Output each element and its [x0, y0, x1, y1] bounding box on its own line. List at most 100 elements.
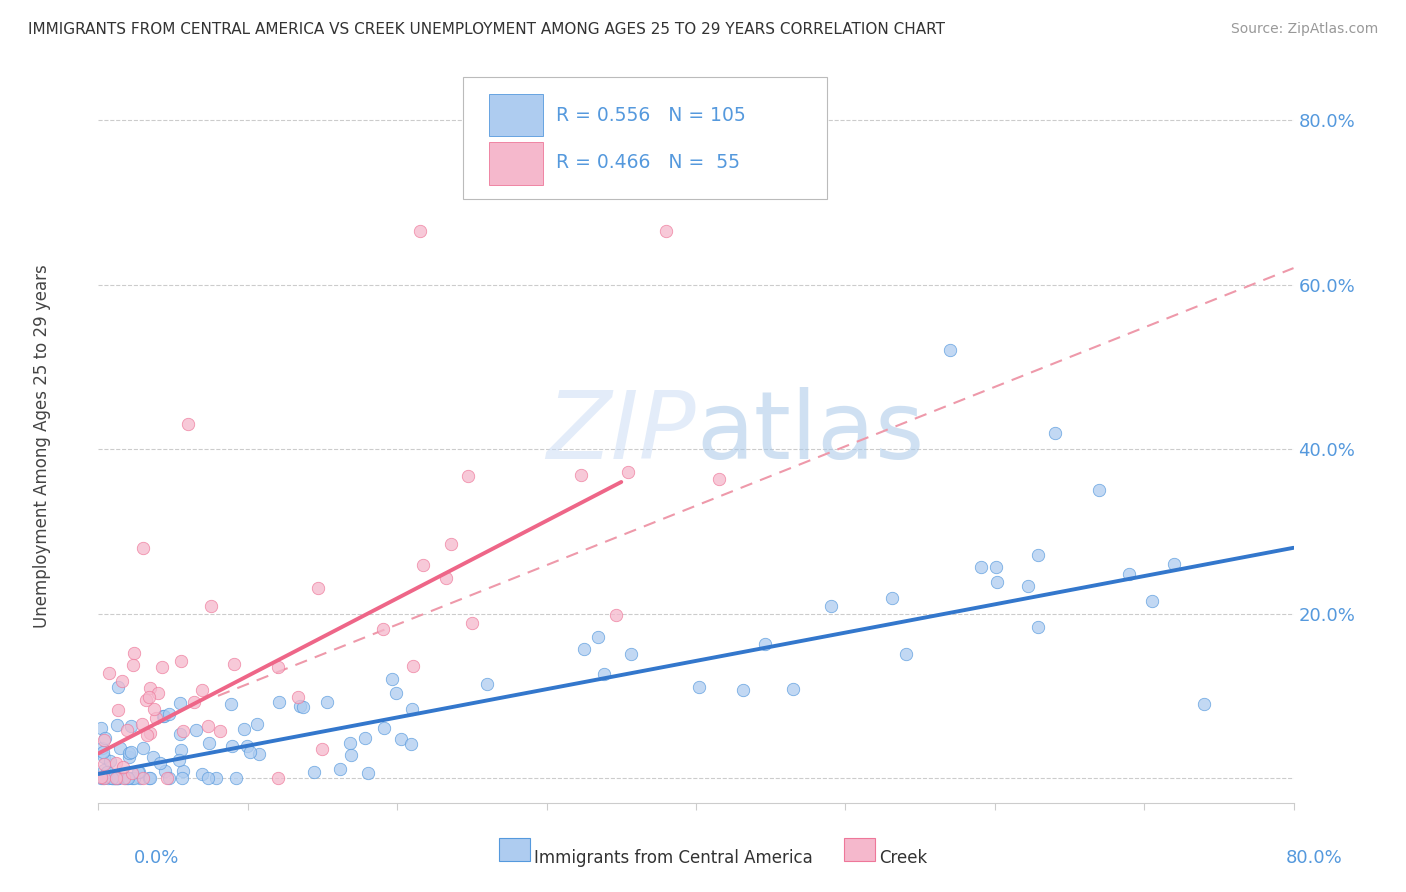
FancyBboxPatch shape: [463, 78, 827, 200]
Point: [239, 746, 262, 760]
Point: [132, 541, 155, 555]
Point: [190, 766, 212, 780]
Point: [329, 762, 352, 776]
Point: [569, 467, 592, 482]
Point: [986, 574, 1008, 589]
Point: [1142, 594, 1164, 608]
Point: [434, 571, 457, 585]
Point: [122, 658, 145, 673]
Point: [118, 750, 141, 764]
Point: [200, 599, 222, 614]
Point: [754, 638, 776, 652]
Point: [98, 665, 121, 680]
Point: [339, 736, 361, 750]
Text: Source: ZipAtlas.com: Source: ZipAtlas.com: [1230, 22, 1378, 37]
Point: [170, 654, 193, 668]
Point: [93, 771, 115, 785]
Point: [120, 745, 142, 759]
Point: [114, 771, 136, 785]
Point: [112, 771, 135, 785]
Point: [93, 749, 115, 764]
Point: [235, 739, 257, 753]
Point: [384, 686, 406, 700]
Point: [172, 723, 194, 738]
Point: [91, 745, 114, 759]
Point: [1163, 558, 1185, 572]
Point: [97, 771, 120, 785]
Point: [287, 690, 309, 704]
Text: R = 0.466   N =  55: R = 0.466 N = 55: [557, 153, 740, 172]
Point: [129, 771, 152, 785]
Point: [105, 718, 128, 732]
Point: [457, 468, 479, 483]
Point: [820, 599, 842, 613]
Text: Immigrants from Central America: Immigrants from Central America: [534, 849, 813, 867]
Point: [267, 659, 290, 673]
Point: [177, 417, 200, 432]
Text: ZIP: ZIP: [547, 387, 696, 478]
Point: [135, 728, 157, 742]
Point: [1043, 425, 1066, 440]
Point: [232, 722, 254, 736]
Text: 80.0%: 80.0%: [1286, 849, 1343, 867]
Point: [401, 737, 423, 751]
Point: [574, 641, 596, 656]
Point: [986, 559, 1008, 574]
Point: [107, 771, 129, 785]
Point: [138, 690, 160, 705]
Point: [354, 731, 377, 746]
Point: [655, 224, 678, 238]
Point: [117, 771, 139, 785]
Point: [219, 698, 242, 712]
Point: [115, 771, 138, 785]
Point: [90, 741, 112, 756]
Point: [184, 723, 207, 738]
Point: [94, 731, 117, 746]
Point: [688, 680, 710, 694]
Point: [145, 711, 167, 725]
Point: [90, 770, 112, 784]
Point: [152, 708, 174, 723]
Point: [172, 771, 194, 785]
Point: [357, 765, 380, 780]
Point: [389, 732, 412, 747]
Point: [408, 224, 430, 238]
Point: [1088, 483, 1111, 498]
Point: [373, 622, 395, 636]
Point: [475, 677, 498, 691]
Point: [131, 741, 153, 756]
Point: [93, 763, 115, 777]
Point: [197, 719, 219, 733]
Point: [91, 771, 114, 785]
Point: [267, 695, 290, 709]
Point: [122, 771, 145, 785]
Text: atlas: atlas: [696, 386, 924, 479]
Point: [153, 764, 176, 778]
Point: [221, 739, 243, 754]
Text: R = 0.556   N = 105: R = 0.556 N = 105: [557, 105, 747, 125]
Point: [593, 666, 616, 681]
Point: [128, 764, 150, 779]
Point: [339, 748, 361, 763]
Point: [782, 681, 804, 696]
Point: [146, 686, 169, 700]
Point: [733, 683, 755, 698]
Point: [588, 630, 610, 644]
Point: [149, 756, 172, 770]
Point: [153, 709, 176, 723]
Point: [205, 771, 228, 785]
Point: [103, 771, 125, 785]
Point: [616, 466, 638, 480]
Point: [93, 732, 115, 747]
Point: [108, 740, 131, 755]
Bar: [489, 142, 543, 185]
Point: [970, 560, 993, 574]
Point: [1026, 549, 1049, 563]
Point: [139, 681, 162, 695]
Point: [107, 771, 129, 785]
Point: [247, 747, 270, 762]
Point: [183, 695, 205, 709]
Point: [172, 764, 194, 779]
Point: [121, 771, 143, 785]
Point: [939, 343, 962, 358]
